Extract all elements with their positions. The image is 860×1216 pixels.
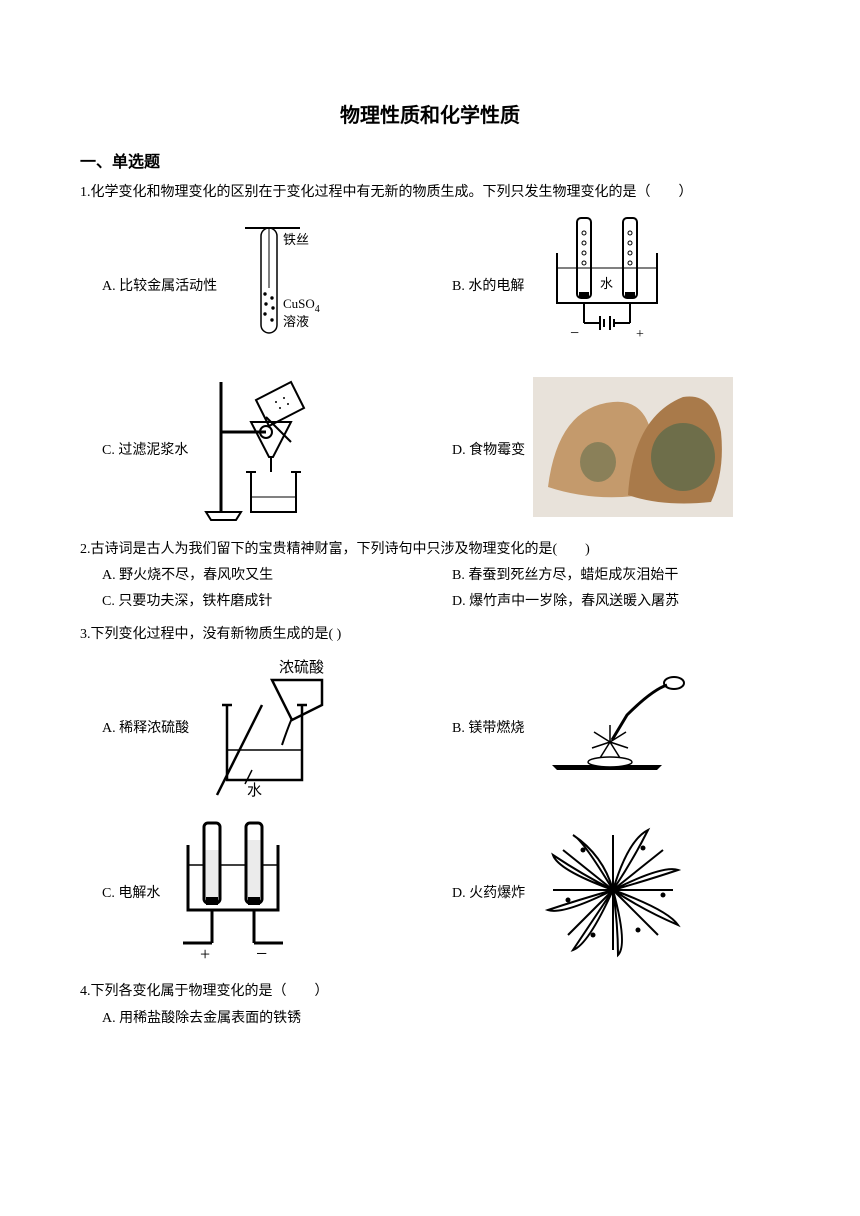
question-3: 3.下列变化过程中，没有新物质生成的是( ) A. 稀释浓硫酸 浓硫酸 水	[80, 624, 780, 973]
q3-D-label: D. 火药爆炸	[452, 883, 525, 905]
section-heading: 一、单选题	[80, 150, 780, 176]
q1-fig-C	[196, 372, 336, 530]
q4-text: 4.下列各变化属于物理变化的是（ ）	[80, 981, 780, 1003]
q3-text: 3.下列变化过程中，没有新物质生成的是( )	[80, 624, 780, 646]
q3-C-label: C. 电解水	[102, 883, 160, 905]
q1-option-B: B. 水的电解 水	[430, 208, 780, 366]
q3-fig-D	[533, 820, 693, 968]
q1-option-C: C. 过滤泥浆水	[80, 372, 430, 530]
q1-B-label: B. 水的电解	[452, 276, 524, 298]
q3-option-A: A. 稀释浓硫酸 浓硫酸 水	[80, 650, 430, 808]
question-1: 1.化学变化和物理变化的区别在于变化过程中有无新的物质生成。下列只发生物理变化的…	[80, 182, 780, 531]
q3-fig-B	[532, 670, 692, 788]
q1-figA-wire-label: 铁丝	[283, 232, 309, 247]
q1-figA-sol1: CuSO	[283, 296, 315, 311]
q1-D-label: D. 食物霉变	[452, 440, 525, 462]
q1-figA-sol2: 溶液	[283, 314, 309, 329]
q3-B-label: B. 镁带燃烧	[452, 718, 524, 740]
q3-figA-acid: 浓硫酸	[279, 659, 324, 676]
svg-text:−: −	[570, 325, 579, 342]
q1-figB-water-label: 水	[600, 276, 613, 291]
q2-B: B. 春蚕到死丝方尽，蜡炬成灰泪始干	[430, 565, 780, 587]
q3-option-B: B. 镁带燃烧	[430, 670, 780, 788]
q3-row-ab: A. 稀释浓硫酸 浓硫酸 水 B. 镁带燃烧	[80, 650, 780, 808]
q3-fig-A: 浓硫酸 水	[197, 650, 347, 808]
q2-options: A. 野火烧不尽，春风吹又生 B. 春蚕到死丝方尽，蜡炬成灰泪始干 C. 只要功…	[80, 565, 780, 616]
q2-text: 2.古诗词是古人为我们留下的宝贵精神财富，下列诗句中只涉及物理变化的是( )	[80, 539, 780, 561]
question-4: 4.下列各变化属于物理变化的是（ ） A. 用稀盐酸除去金属表面的铁锈	[80, 981, 780, 1030]
q1-figA-sol1-sub: 4	[315, 304, 320, 315]
q1-A-label: A. 比较金属活动性	[102, 276, 217, 298]
svg-text:CuSO4: CuSO4	[283, 296, 320, 315]
question-2: 2.古诗词是古人为我们留下的宝贵精神财富，下列诗句中只涉及物理变化的是( ) A…	[80, 539, 780, 616]
q3-option-D: D. 火药爆炸	[430, 820, 780, 968]
q3-A-label: A. 稀释浓硫酸	[102, 718, 189, 740]
q1-row-cd: C. 过滤泥浆水	[80, 372, 780, 530]
q2-A: A. 野火烧不尽，春风吹又生	[80, 565, 430, 587]
svg-text:+: +	[636, 327, 644, 342]
q3-row-cd: C. 电解水 + −	[80, 815, 780, 973]
q1-row-ab: A. 比较金属活动性 铁丝 CuSO4 溶液	[80, 208, 780, 366]
page-title: 物理性质和化学性质	[80, 100, 780, 132]
q2-D: D. 爆竹声中一岁除，春风送暖入屠苏	[430, 591, 780, 613]
q1-fig-B: 水 − +	[532, 208, 682, 366]
q3-fig-C: + −	[168, 815, 298, 973]
q1-fig-A: 铁丝 CuSO4 溶液	[225, 208, 335, 366]
q4-A: A. 用稀盐酸除去金属表面的铁锈	[80, 1008, 780, 1030]
q3-option-C: C. 电解水 + −	[80, 815, 430, 973]
svg-text:−: −	[256, 943, 267, 965]
q2-C: C. 只要功夫深，铁杵磨成针	[80, 591, 430, 613]
q1-fig-D	[533, 377, 733, 525]
q1-C-label: C. 过滤泥浆水	[102, 440, 188, 462]
q1-text: 1.化学变化和物理变化的区别在于变化过程中有无新的物质生成。下列只发生物理变化的…	[80, 182, 780, 204]
q1-option-D: D. 食物霉变	[430, 377, 780, 525]
q1-option-A: A. 比较金属活动性 铁丝 CuSO4 溶液	[80, 208, 430, 366]
svg-text:+: +	[200, 944, 210, 964]
q3-figA-water: 水	[247, 782, 262, 799]
